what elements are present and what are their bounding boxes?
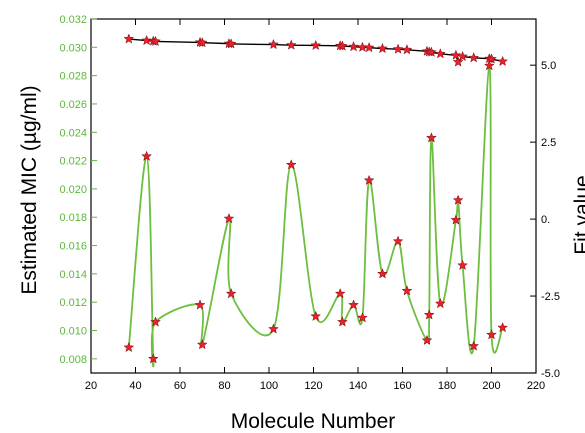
y-left-tick-label: 0.010 (59, 326, 87, 338)
mic-data-point (434, 297, 446, 309)
y-right-tick-label: 2.5 (541, 137, 556, 149)
y-left-tick-label: 0.024 (59, 127, 87, 139)
x-tick-label: 20 (85, 380, 97, 392)
fit-data-point (401, 44, 413, 55)
x-tick-label: 200 (482, 380, 500, 392)
y-left-tick-label: 0.020 (59, 184, 87, 196)
fit-data-point (497, 55, 509, 67)
mic-data-point (421, 334, 433, 346)
mic-data-point (392, 235, 404, 246)
y-left-tick-label: 0.030 (59, 42, 87, 54)
mic-data-point (334, 287, 346, 299)
x-tick-label: 160 (393, 380, 411, 392)
mic-data-point (468, 340, 480, 351)
fit-data-point (457, 50, 469, 62)
mic-data-point (225, 287, 237, 299)
fit-data-point (377, 42, 388, 54)
mic-data-point (147, 353, 159, 364)
mic-data-point (357, 312, 368, 323)
mic-data-point (123, 341, 135, 353)
x-tick-label: 140 (349, 380, 367, 392)
fit-data-point (468, 52, 480, 63)
fit-data-point (150, 35, 161, 47)
mic-data-point (486, 329, 497, 340)
mic-data-point (223, 212, 235, 224)
y-right-tick-label: 0. (541, 214, 550, 226)
fit-data-point (123, 33, 135, 44)
markers-group (123, 33, 509, 364)
fit-data-point (310, 39, 322, 51)
x-tick-label: 40 (129, 380, 141, 392)
mic-data-point (194, 299, 206, 310)
y-left-tick-label: 0.014 (59, 269, 87, 281)
fit-data-point (486, 53, 497, 64)
x-tick-label: 60 (174, 380, 186, 392)
mic-data-point (450, 214, 462, 225)
fit-data-point (225, 38, 237, 49)
mic-data-point (423, 309, 435, 320)
mic-data-point (452, 194, 464, 205)
mic-data-point (377, 268, 388, 279)
mic-data-point (141, 150, 153, 161)
fit-data-point (141, 34, 153, 46)
y-left-tick-label: 0.018 (59, 212, 87, 224)
x-tick-label: 220 (527, 380, 545, 392)
mic-data-point (483, 60, 495, 71)
mic-data-point (457, 259, 469, 271)
x-tick-label: 80 (218, 380, 230, 392)
fit-data-point (452, 56, 464, 67)
fit-data-point (268, 38, 279, 50)
fit-data-point (348, 40, 359, 52)
y-left-tick-label: 0.022 (59, 156, 87, 168)
x-tick-label: 120 (304, 380, 322, 392)
axis-ticks: 20 40 60 80 100 120 140 160 180 200 220 0.008 0.010 0… (59, 14, 560, 392)
fit-data-point (363, 41, 375, 53)
y-right-tick-label: 5.0 (541, 60, 556, 72)
fit-data-point (434, 48, 446, 59)
mic-data-point (425, 132, 437, 143)
mic-data-point (363, 174, 375, 186)
y-left-tick-label: 0.028 (59, 71, 87, 83)
x-tick-label: 180 (438, 380, 456, 392)
y-left-tick-label: 0.032 (59, 14, 87, 26)
fit-data-point (392, 43, 404, 54)
fit-data-point (425, 46, 437, 57)
y-left-axis-title: Estimated MIC (µg/ml) (18, 85, 41, 294)
fit-data-point (336, 40, 348, 51)
mic-data-point (336, 316, 348, 327)
y-right-tick-label: -2.5 (541, 291, 560, 303)
mic-data-point (401, 285, 413, 296)
y-left-tick-label: 0.012 (59, 297, 87, 309)
x-axis-title: Molecule Number (231, 410, 396, 433)
y-left-tick-label: 0.016 (59, 241, 87, 253)
y-right-axis-title: Fit value (571, 175, 585, 254)
mic-data-point (150, 316, 161, 327)
y-left-tick-label: 0.026 (59, 99, 87, 111)
fit-data-point (450, 49, 462, 60)
mic-series-line (127, 64, 504, 368)
mic-data-point (268, 323, 279, 334)
fit-data-point (285, 39, 297, 50)
mic-data-point (285, 159, 297, 170)
mic-data-point (497, 321, 509, 333)
fit-data-point (357, 41, 368, 52)
mic-data-point (348, 299, 359, 310)
y-right-tick-label: -5.0 (541, 368, 560, 380)
mic-data-point (196, 338, 208, 350)
mic-data-point (310, 310, 322, 321)
fit-data-point (196, 36, 208, 48)
y-left-tick-label: 0.008 (59, 354, 87, 366)
x-tick-label: 100 (260, 380, 278, 392)
